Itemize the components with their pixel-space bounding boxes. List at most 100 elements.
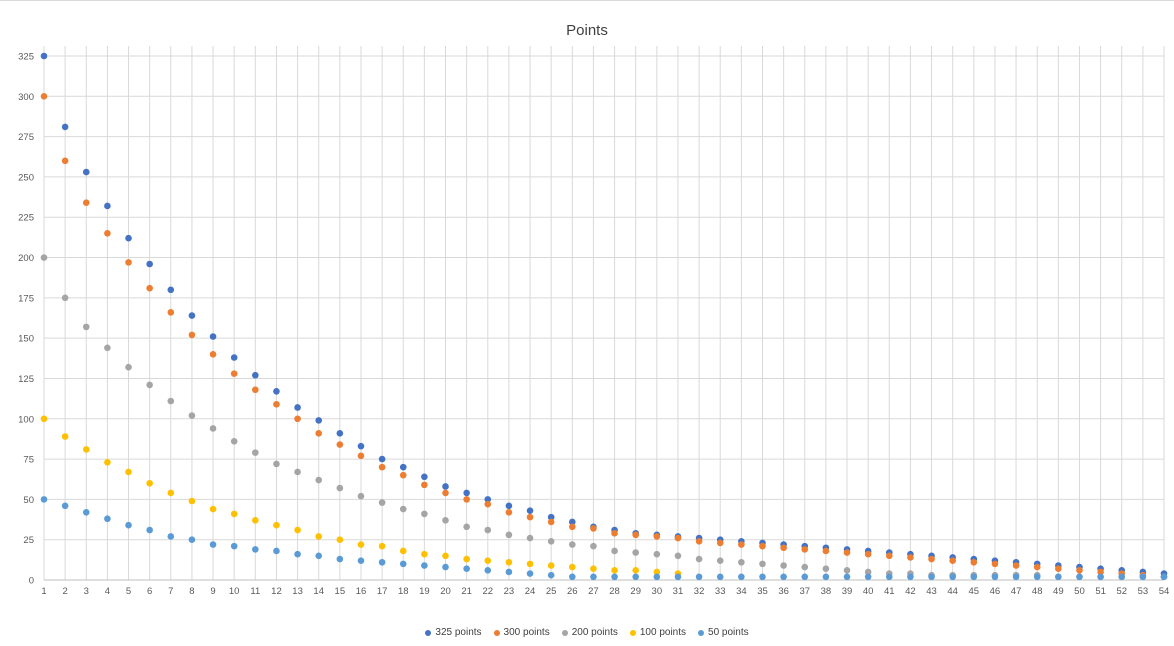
y-tick-label: 25 (23, 535, 34, 546)
x-tick-label: 48 (1032, 586, 1043, 597)
data-point (378, 455, 386, 463)
legend-label: 50 points (708, 627, 749, 638)
data-point (40, 254, 48, 261)
legend-item: 50 points (698, 627, 749, 638)
y-tick-label: 100 (18, 414, 34, 425)
data-point (40, 415, 48, 423)
x-tick-label: 2 (62, 586, 67, 597)
data-point (695, 555, 703, 563)
data-point (738, 558, 745, 566)
data-point (590, 565, 597, 573)
data-point (569, 541, 576, 548)
data-point (61, 294, 69, 302)
data-point (907, 573, 914, 581)
data-point (801, 563, 809, 571)
legend-marker-icon (561, 629, 568, 636)
legend-label: 300 points (503, 627, 550, 638)
data-point (1076, 567, 1083, 574)
data-point (230, 370, 238, 377)
data-point (801, 573, 809, 581)
y-tick-label: 225 (18, 213, 34, 224)
data-point (716, 557, 724, 564)
y-tick-label: 325 (18, 52, 34, 63)
data-point (547, 518, 555, 526)
x-tick-label: 36 (778, 586, 789, 597)
data-point (378, 558, 386, 566)
data-point (1076, 573, 1083, 581)
data-point (442, 552, 449, 560)
data-point (273, 547, 280, 555)
data-point (357, 557, 365, 564)
data-point (611, 573, 618, 581)
x-tick-label: 18 (398, 586, 409, 597)
x-tick-label: 46 (990, 586, 1001, 597)
x-tick-label: 33 (715, 586, 726, 597)
data-point (315, 533, 323, 540)
y-tick-label: 250 (18, 172, 34, 183)
data-point (632, 567, 639, 574)
data-point (378, 463, 386, 471)
data-point (188, 497, 196, 505)
x-tick-label: 42 (905, 586, 916, 597)
data-point (421, 481, 428, 489)
legend-item: 200 points (561, 627, 618, 638)
data-point (82, 323, 90, 331)
data-point (104, 459, 111, 466)
data-point (209, 541, 217, 548)
data-point (569, 518, 576, 526)
x-tick-label: 21 (461, 586, 472, 597)
data-point (864, 550, 872, 558)
data-point (590, 542, 597, 550)
data-point (104, 202, 111, 210)
data-point (991, 573, 999, 581)
data-point (590, 525, 597, 532)
data-point (442, 563, 449, 571)
data-point (526, 560, 534, 568)
data-point (40, 93, 48, 100)
data-point (357, 442, 365, 450)
data-point (463, 496, 470, 503)
x-tick-label: 49 (1053, 586, 1064, 597)
data-point (209, 333, 217, 340)
data-point (463, 555, 470, 563)
x-tick-label: 28 (609, 586, 620, 597)
data-point (421, 550, 428, 558)
x-tick-label: 54 (1159, 586, 1170, 597)
y-tick-label: 0 (29, 576, 34, 587)
data-point (61, 502, 69, 510)
data-point (146, 284, 153, 292)
data-point (611, 567, 618, 574)
data-point (252, 386, 259, 394)
data-point (526, 507, 534, 514)
data-point (61, 123, 69, 131)
data-point (1118, 573, 1126, 581)
x-tick-label: 17 (377, 586, 388, 597)
data-point (125, 234, 132, 242)
data-point (1055, 573, 1062, 581)
data-point (970, 558, 978, 566)
data-point (167, 489, 175, 497)
x-tick-label: 40 (863, 586, 874, 597)
x-tick-label: 35 (757, 586, 768, 597)
data-point (61, 433, 69, 440)
data-point (167, 397, 175, 405)
data-point (864, 573, 872, 581)
data-point (822, 547, 830, 555)
y-tick-label: 200 (18, 253, 34, 264)
x-tick-label: 27 (588, 586, 599, 597)
x-tick-label: 37 (799, 586, 810, 597)
data-point (484, 557, 492, 564)
data-point (40, 52, 48, 60)
data-point (716, 539, 724, 547)
data-point (230, 542, 238, 550)
x-tick-label: 50 (1074, 586, 1085, 597)
data-point (590, 573, 597, 581)
data-point (399, 560, 407, 568)
x-tick-label: 26 (567, 586, 578, 597)
x-tick-label: 11 (250, 586, 260, 597)
x-tick-label: 19 (419, 586, 430, 597)
data-point (484, 567, 492, 574)
data-point (780, 562, 787, 569)
data-point (399, 547, 407, 555)
